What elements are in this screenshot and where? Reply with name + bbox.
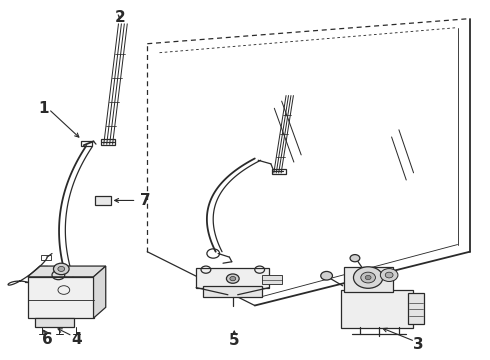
Text: 1: 1 xyxy=(38,101,49,116)
Text: 3: 3 xyxy=(413,337,424,352)
FancyBboxPatch shape xyxy=(262,275,282,284)
Circle shape xyxy=(361,272,375,283)
FancyBboxPatch shape xyxy=(95,197,111,205)
Text: 6: 6 xyxy=(42,332,53,347)
Circle shape xyxy=(380,269,398,282)
Polygon shape xyxy=(27,266,106,277)
Polygon shape xyxy=(94,266,106,318)
Polygon shape xyxy=(27,277,94,318)
FancyBboxPatch shape xyxy=(341,290,413,328)
Circle shape xyxy=(321,271,332,280)
Circle shape xyxy=(353,267,383,288)
Circle shape xyxy=(385,272,393,278)
FancyBboxPatch shape xyxy=(35,318,74,327)
Circle shape xyxy=(53,263,69,275)
Circle shape xyxy=(350,255,360,262)
Circle shape xyxy=(365,275,371,280)
FancyBboxPatch shape xyxy=(408,293,424,324)
Text: 7: 7 xyxy=(140,193,150,208)
Text: 2: 2 xyxy=(115,10,126,24)
Circle shape xyxy=(226,274,239,283)
FancyBboxPatch shape xyxy=(344,267,392,292)
Text: 5: 5 xyxy=(229,333,240,348)
Circle shape xyxy=(58,266,65,271)
FancyBboxPatch shape xyxy=(203,286,262,297)
Circle shape xyxy=(230,276,236,281)
FancyBboxPatch shape xyxy=(196,268,270,288)
Text: 4: 4 xyxy=(71,332,82,347)
